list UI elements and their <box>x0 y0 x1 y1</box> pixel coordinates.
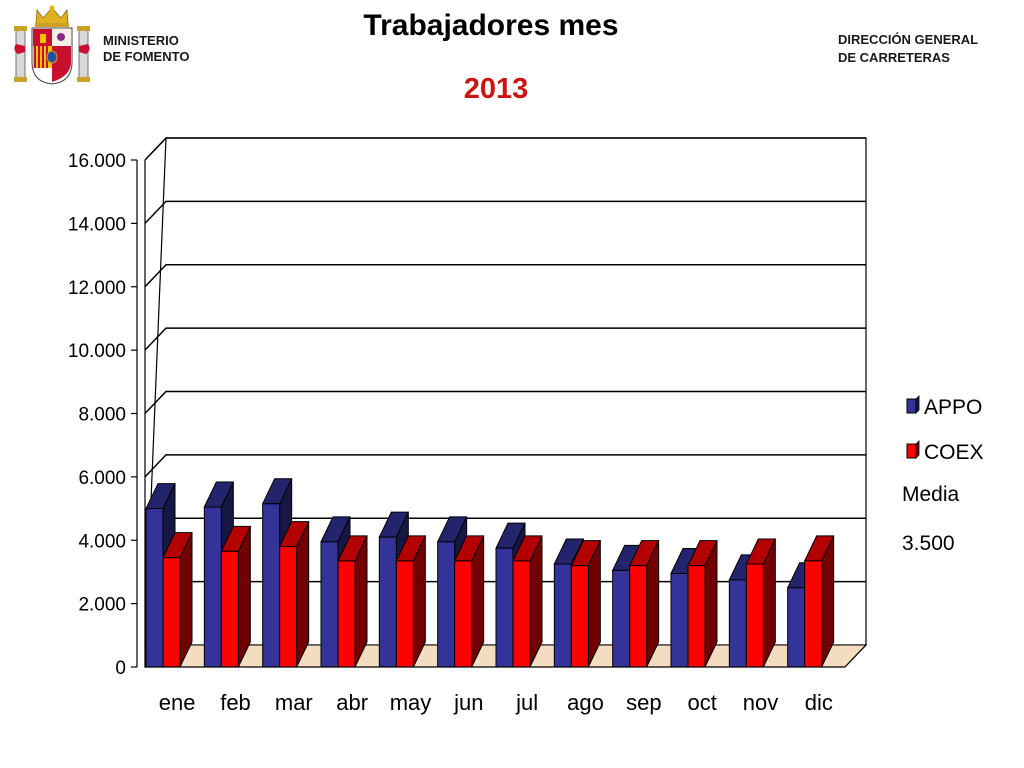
wall-edge <box>144 137 167 161</box>
y-tick-label: 16.000 <box>68 151 126 172</box>
direction-line-1: DIRECCIÓN GENERAL <box>838 32 979 47</box>
chart-axes: ene feb mar abr may jun jul ago sep oct nov dic 0 2.0… <box>68 151 867 715</box>
x-tick-label-dic: dic <box>805 690 833 715</box>
chart-legend: APPO COEX <box>906 395 984 464</box>
bar-coex-may <box>395 535 427 668</box>
chart-bars <box>145 478 835 668</box>
legend-label: COEX <box>924 441 984 464</box>
bar-coex-oct <box>687 540 718 668</box>
x-tick-label-abr: abr <box>336 690 368 715</box>
chart-note: Media 3.500 <box>902 483 960 555</box>
ministry-line-2: DE FOMENTO <box>103 49 190 64</box>
bar-coex-sep <box>628 540 660 668</box>
bar-coex-jun <box>453 535 485 668</box>
x-tick-label-jul: jul <box>515 690 538 715</box>
y-tick-label: 4.000 <box>78 531 126 552</box>
x-tick-label-sep: sep <box>626 690 661 715</box>
y-tick-label: 12.000 <box>68 278 126 299</box>
ministry-name: MINISTERIO DE FOMENTO <box>103 33 189 65</box>
legend-item-appo: APPO <box>906 395 982 419</box>
ministry-line-1: MINISTERIO <box>103 33 179 48</box>
y-tick-label: 14.000 <box>68 214 126 235</box>
gridline <box>144 454 866 478</box>
gridline <box>144 390 866 415</box>
note-value: 3.500 <box>902 532 955 555</box>
note-label: Media <box>902 483 960 506</box>
y-tick-label: 10.000 <box>68 341 126 362</box>
direction-line-2: DE CARRETERAS <box>838 50 950 65</box>
gridline <box>144 264 866 288</box>
bar-coex-jul <box>512 535 543 668</box>
x-tick-label-nov: nov <box>743 690 778 715</box>
x-tick-label-ago: ago <box>567 690 604 715</box>
x-tick-label-may: may <box>390 690 432 715</box>
bar-coex-ago <box>570 540 602 668</box>
y-tick-label: 2.000 <box>78 595 126 616</box>
y-tick-label: 6.000 <box>78 468 126 489</box>
y-tick-label: 0 <box>115 658 126 679</box>
x-tick-label-feb: feb <box>220 690 251 715</box>
bar-coex-feb <box>220 525 252 668</box>
bar-coex-ene <box>162 532 193 668</box>
x-tick-label-mar: mar <box>275 690 313 715</box>
bar-coex-abr <box>337 535 368 668</box>
gridline <box>144 200 866 224</box>
x-tick-label-ene: ene <box>159 690 196 715</box>
x-tick-label-oct: oct <box>687 690 716 715</box>
x-tick-label-jun: jun <box>453 690 483 715</box>
chart-title: Trabajadores mes <box>363 9 619 42</box>
legend-item-coex: COEX <box>906 440 984 464</box>
floor-edge <box>844 644 867 668</box>
legend-swatch <box>906 398 917 414</box>
y-tick-label: 8.000 <box>78 405 126 426</box>
bar-coex-nov <box>745 538 777 668</box>
legend-label: APPO <box>924 396 982 419</box>
bar-coex-dic <box>803 535 835 668</box>
bar-coex-mar <box>278 521 310 668</box>
direction-name: DIRECCIÓN GENERAL DE CARRETERAS <box>838 31 978 67</box>
chart-subtitle: 2013 <box>463 73 529 105</box>
legend-swatch <box>906 443 917 459</box>
spanish-coat-of-arms-icon <box>14 5 90 85</box>
gridline <box>144 327 866 351</box>
